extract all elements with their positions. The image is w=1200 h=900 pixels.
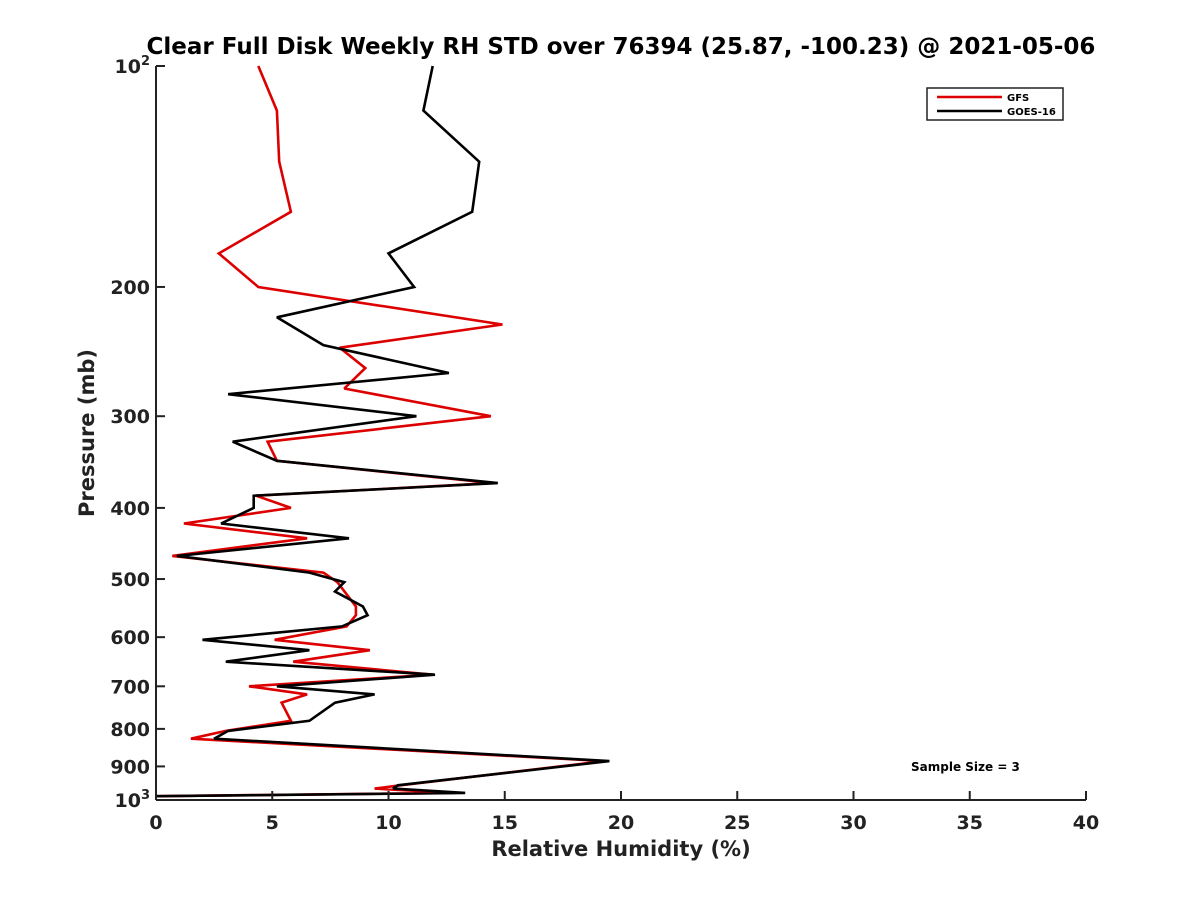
series-layer xyxy=(155,65,610,798)
x-tick-label-7: 35 xyxy=(957,812,983,834)
y-tick-label-7: 800 xyxy=(110,719,150,741)
legend-box xyxy=(926,87,1064,121)
x-tick-label-6: 30 xyxy=(840,812,866,834)
x-tick-label-4: 20 xyxy=(608,812,634,834)
series-line-gfs xyxy=(155,65,605,798)
x-tick-label-0: 0 xyxy=(149,812,162,834)
series-line-goes16 xyxy=(155,65,610,798)
legend-label-goes16: GOES-16 xyxy=(1007,107,1056,118)
sample-size-annotation: Sample Size = 3 xyxy=(911,760,1020,774)
x-tick-label-1: 5 xyxy=(266,812,279,834)
y-tick-label-1: 200 xyxy=(110,277,150,299)
y-tick-label-8: 900 xyxy=(110,756,150,778)
y-axis-ticks: 102 200 300 400 500 600 700 800 900 103 xyxy=(110,54,165,812)
y-tick-label-0: 102 xyxy=(115,54,151,78)
chart-title: Clear Full Disk Weekly RH STD over 76394… xyxy=(147,34,1096,60)
x-tick-label-2: 10 xyxy=(375,812,401,834)
x-tick-label-5: 25 xyxy=(724,812,750,834)
x-axis-label: Relative Humidity (%) xyxy=(491,837,750,861)
y-tick-label-6: 700 xyxy=(110,676,150,698)
y-tick-label-2: 300 xyxy=(110,406,150,428)
x-axis-ticks: 0 5 10 15 20 25 30 35 40 xyxy=(149,791,1099,834)
y-tick-label-5: 600 xyxy=(110,627,150,649)
legend: GFS GOES-16 xyxy=(926,87,1064,121)
legend-label-gfs: GFS xyxy=(1007,93,1029,104)
y-tick-label-3: 400 xyxy=(110,498,150,520)
y-tick-label-9: 103 xyxy=(115,788,151,812)
x-tick-label-3: 15 xyxy=(492,812,518,834)
x-tick-label-8: 40 xyxy=(1073,812,1099,834)
y-axis-label: Pressure (mb) xyxy=(75,349,99,517)
y-tick-label-4: 500 xyxy=(110,569,150,591)
plot-area: 0 5 10 15 20 25 30 35 40 102 200 300 400 500 600 700 80… xyxy=(110,54,1099,834)
